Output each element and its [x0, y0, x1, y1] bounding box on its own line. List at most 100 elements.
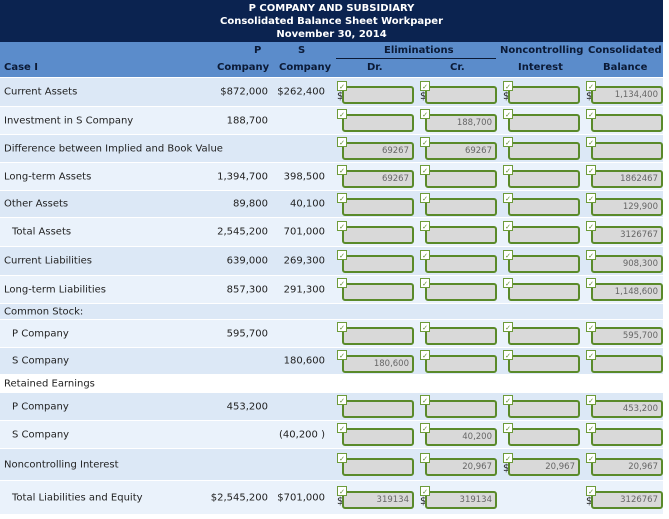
s-company-value: 40,100 [290, 198, 325, 210]
nci-input[interactable] [508, 225, 580, 244]
table-row: Long-term Liabilities 857,300 291,300 ✓ ✓ ✓ 1,… [0, 275, 663, 303]
dr-header: Dr. [367, 62, 383, 73]
row-label: Other Assets [4, 198, 69, 210]
cons-input[interactable]: 453,200 [591, 400, 663, 418]
check-icon: ✓ [586, 278, 596, 288]
cr-input[interactable] [425, 327, 497, 345]
check-icon: ✓ [420, 109, 430, 119]
row-label: Total Assets [12, 226, 72, 238]
nci-input[interactable] [508, 142, 580, 160]
cr-input[interactable] [425, 85, 497, 104]
dollar-sign: $ [420, 90, 427, 102]
nci-input[interactable] [508, 85, 580, 104]
check-icon: ✓ [586, 486, 596, 496]
table-row: Difference between Implied and Book Valu… [0, 134, 663, 162]
dollar-sign: $ [586, 496, 593, 507]
cr-input[interactable] [425, 400, 497, 418]
column-header: Case I P Company S Company Eliminations … [0, 42, 663, 77]
cons-header-top: Consolidated [588, 45, 662, 56]
nci-input[interactable] [508, 283, 580, 301]
check-icon: ✓ [337, 165, 347, 175]
row-label: Difference between Implied and Book Valu… [4, 143, 223, 154]
cons-input[interactable]: 3126767 [591, 491, 663, 509]
s-company-value: 701,000 [283, 226, 325, 238]
nci-input[interactable]: 20,967 [508, 458, 580, 476]
cons-input[interactable]: 908,300 [591, 254, 663, 273]
nci-input[interactable] [508, 114, 580, 132]
table-row: Common Stock: [0, 303, 663, 319]
check-icon: ✓ [337, 249, 347, 260]
dr-input[interactable] [342, 283, 414, 301]
table-row: Total Liabilities and Equity $2,545,200 $7… [0, 480, 663, 514]
nci-input[interactable] [508, 354, 580, 373]
cons-input[interactable]: 1,148,600 [591, 283, 663, 301]
cons-input[interactable] [591, 354, 663, 373]
cr-input[interactable] [425, 197, 497, 216]
dr-input[interactable]: 180,600 [342, 354, 414, 373]
eliminations-header: Eliminations [384, 45, 454, 56]
p-company-value: 453,200 [226, 401, 268, 412]
check-icon: ✓ [420, 220, 430, 231]
check-icon: ✓ [337, 192, 347, 203]
table-row: Noncontrolling Interest ✓ 20,967 ✓ $20,967 ✓ 2… [0, 448, 663, 480]
cr-input[interactable] [425, 225, 497, 244]
dr-input[interactable] [342, 458, 414, 476]
cons-input[interactable] [591, 114, 663, 132]
cons-input[interactable]: 3126767 [591, 225, 663, 244]
cons-input[interactable] [591, 428, 663, 446]
cr-input[interactable] [425, 254, 497, 273]
check-icon: ✓ [337, 453, 347, 463]
dr-input[interactable]: 319134 [342, 491, 414, 509]
check-icon: ✓ [503, 395, 513, 405]
dr-input[interactable] [342, 114, 414, 132]
cons-input[interactable]: 1,134,400 [591, 85, 663, 104]
row-label: Total Liabilities and Equity [12, 492, 143, 503]
dollar-sign: $ [337, 90, 344, 102]
cr-input[interactable] [425, 170, 497, 188]
nci-input[interactable] [508, 197, 580, 216]
check-icon: ✓ [586, 349, 596, 360]
workpaper-title: P COMPANY AND SUBSIDIARY Consolidated Ba… [0, 0, 663, 42]
cons-input[interactable] [591, 142, 663, 160]
nci-input[interactable] [508, 170, 580, 188]
cr-input[interactable]: 188,700 [425, 114, 497, 132]
row-label: Retained Earnings [4, 378, 95, 389]
check-icon: ✓ [420, 137, 430, 147]
dr-input[interactable] [342, 428, 414, 446]
dr-input[interactable] [342, 327, 414, 345]
cr-input[interactable]: 20,967 [425, 458, 497, 476]
p-company-value: 1,394,700 [217, 171, 268, 182]
cr-input[interactable]: 69267 [425, 142, 497, 160]
row-label: S Company [12, 355, 70, 367]
nci-input[interactable] [508, 428, 580, 446]
check-icon: ✓ [420, 453, 430, 463]
nci-input[interactable] [508, 254, 580, 273]
table-row: Other Assets 89,800 40,100 ✓ ✓ ✓ 129,900 ✓ [0, 190, 663, 217]
sheet-name: Consolidated Balance Sheet Workpaper [219, 16, 444, 27]
cons-input[interactable]: 129,900 [591, 197, 663, 216]
check-icon: ✓ [586, 453, 596, 463]
nci-input[interactable] [508, 400, 580, 418]
dr-input[interactable]: 69267 [342, 170, 414, 188]
table-row: P Company 595,700 ✓ ✓ ✓ 595,700 ✓ [0, 319, 663, 347]
dr-input[interactable] [342, 400, 414, 418]
cr-input[interactable] [425, 354, 497, 373]
cr-input[interactable]: 319134 [425, 491, 497, 509]
check-icon: ✓ [586, 220, 596, 231]
cons-input[interactable]: 595,700 [591, 327, 663, 345]
p-company-value: 857,300 [226, 284, 268, 295]
cons-input[interactable]: 20,967 [591, 458, 663, 476]
table-row: S Company (40,200 ) ✓ 40,200 ✓ ✓ ✓ [0, 420, 663, 448]
dr-input[interactable] [342, 197, 414, 216]
cr-input[interactable] [425, 283, 497, 301]
cr-input[interactable]: 40,200 [425, 428, 497, 446]
check-icon: ✓ [420, 80, 430, 91]
dr-input[interactable] [342, 254, 414, 273]
dr-input[interactable]: 69267 [342, 142, 414, 160]
s-company-value: 180,600 [283, 355, 325, 367]
nci-input[interactable] [508, 327, 580, 345]
check-icon: ✓ [503, 322, 513, 332]
dr-input[interactable] [342, 85, 414, 104]
cons-input[interactable]: 1862467 [591, 170, 663, 188]
dr-input[interactable] [342, 225, 414, 244]
